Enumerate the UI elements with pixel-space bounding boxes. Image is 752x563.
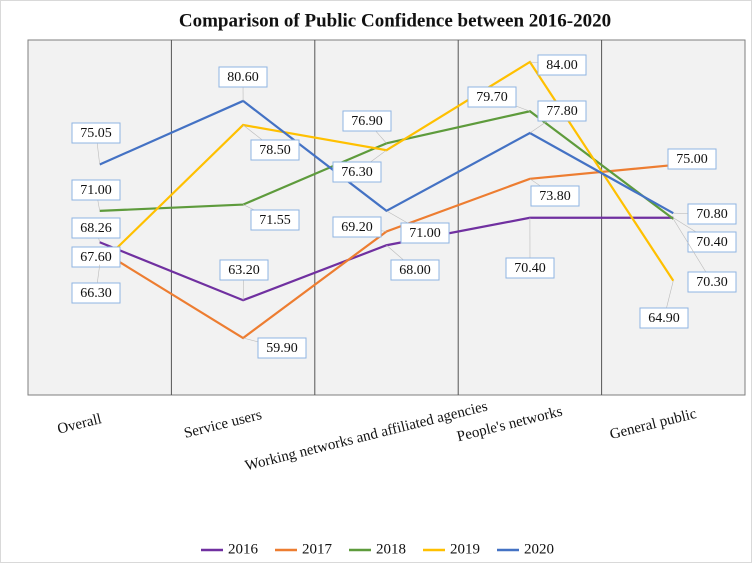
label-box — [530, 185, 580, 207]
label-box — [71, 246, 121, 268]
data-label: 71.55 — [259, 213, 291, 228]
data-label: 80.60 — [227, 70, 259, 85]
legend-label: 2016 — [228, 541, 259, 557]
label-box — [537, 100, 587, 122]
data-label: 69.20 — [341, 220, 373, 235]
leader-line — [673, 218, 713, 283]
data-label: 70.40 — [696, 235, 728, 250]
label-box — [667, 148, 717, 170]
data-label: 70.40 — [514, 261, 546, 276]
label-box — [250, 209, 300, 231]
label-box — [71, 217, 121, 239]
label-box — [219, 259, 269, 281]
data-label: 70.80 — [696, 207, 728, 222]
series-line — [99, 163, 674, 340]
data-label: 84.00 — [546, 58, 578, 73]
data-label: 68.00 — [399, 263, 431, 278]
data-label: 71.00 — [80, 183, 112, 198]
data-label: 67.60 — [80, 250, 112, 265]
data-label: 66.30 — [80, 286, 112, 301]
label-box — [400, 222, 450, 244]
data-label: 78.50 — [259, 143, 291, 158]
legend-label: 2018 — [376, 541, 406, 557]
label-box — [687, 231, 737, 253]
label-box — [71, 179, 121, 201]
label-box — [71, 122, 121, 144]
data-label: 76.30 — [341, 165, 373, 180]
data-label: 71.00 — [409, 226, 441, 241]
data-label: 76.90 — [351, 114, 383, 129]
label-box — [250, 139, 300, 161]
legend-label: 2019 — [450, 541, 480, 557]
legend-label: 2017 — [302, 541, 333, 557]
label-box — [332, 216, 382, 238]
data-label: 63.20 — [228, 263, 260, 278]
label-box — [342, 110, 392, 132]
label-box — [505, 257, 555, 279]
label-box — [257, 337, 307, 359]
label-box — [467, 86, 517, 108]
label-box — [390, 259, 440, 281]
data-label: 59.90 — [266, 341, 298, 356]
label-box — [687, 271, 737, 293]
data-label: 77.80 — [546, 104, 578, 119]
data-label: 75.00 — [676, 152, 708, 167]
label-box — [218, 66, 268, 88]
data-label: 75.05 — [80, 126, 112, 141]
data-label: 79.70 — [476, 90, 508, 105]
label-box — [687, 203, 737, 225]
label-box — [332, 161, 382, 183]
chart-title: Comparison of Public Confidence between … — [179, 10, 611, 31]
label-box — [71, 282, 121, 304]
label-box — [537, 54, 587, 76]
data-label: 64.90 — [648, 311, 680, 326]
label-box — [639, 307, 689, 329]
legend-label: 2020 — [524, 541, 554, 557]
data-label: 68.26 — [80, 221, 112, 236]
data-label: 73.80 — [539, 189, 571, 204]
data-label: 70.30 — [696, 275, 728, 290]
